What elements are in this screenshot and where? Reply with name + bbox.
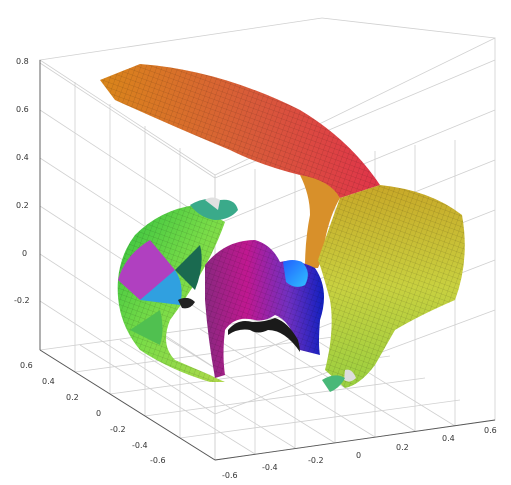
- x-tick: 0.2: [396, 443, 409, 452]
- surface-ribbon: [300, 175, 340, 268]
- y-tick-labels: 0.6 0.4 0.2 0 -0.2 -0.4 -0.6: [20, 361, 166, 465]
- surface: [100, 64, 465, 392]
- y-tick: 0.4: [42, 377, 55, 386]
- z-tick: 0.4: [16, 153, 29, 162]
- x-tick: -0.6: [222, 471, 238, 480]
- axes: [39, 60, 496, 461]
- y-tick: 0: [96, 409, 101, 418]
- x-tick: 0.6: [484, 426, 497, 435]
- z-tick-labels: 0.8 0.6 0.4 0.2 0 -0.2: [14, 57, 30, 305]
- y-axis-line: [39, 349, 216, 461]
- y-tick: -0.2: [110, 425, 126, 434]
- x-tick: 0.4: [442, 434, 455, 443]
- x-tick: -0.2: [308, 456, 324, 465]
- x-tick: 0: [356, 451, 361, 460]
- x-tick-labels: -0.6 -0.4 -0.2 0 0.2 0.4 0.6: [222, 426, 497, 480]
- x-axis-line: [214, 419, 496, 461]
- z-tick: 0.8: [16, 57, 29, 66]
- y-tick: 0.6: [20, 361, 33, 370]
- y-tick: 0.2: [66, 393, 79, 402]
- y-tick: -0.4: [132, 441, 148, 450]
- x-tick: -0.4: [262, 463, 278, 472]
- y-tick: -0.6: [150, 456, 166, 465]
- z-tick: 0.2: [16, 201, 29, 210]
- z-tick: 0: [22, 249, 27, 258]
- z-tick: -0.2: [14, 296, 30, 305]
- z-tick: 0.6: [16, 105, 29, 114]
